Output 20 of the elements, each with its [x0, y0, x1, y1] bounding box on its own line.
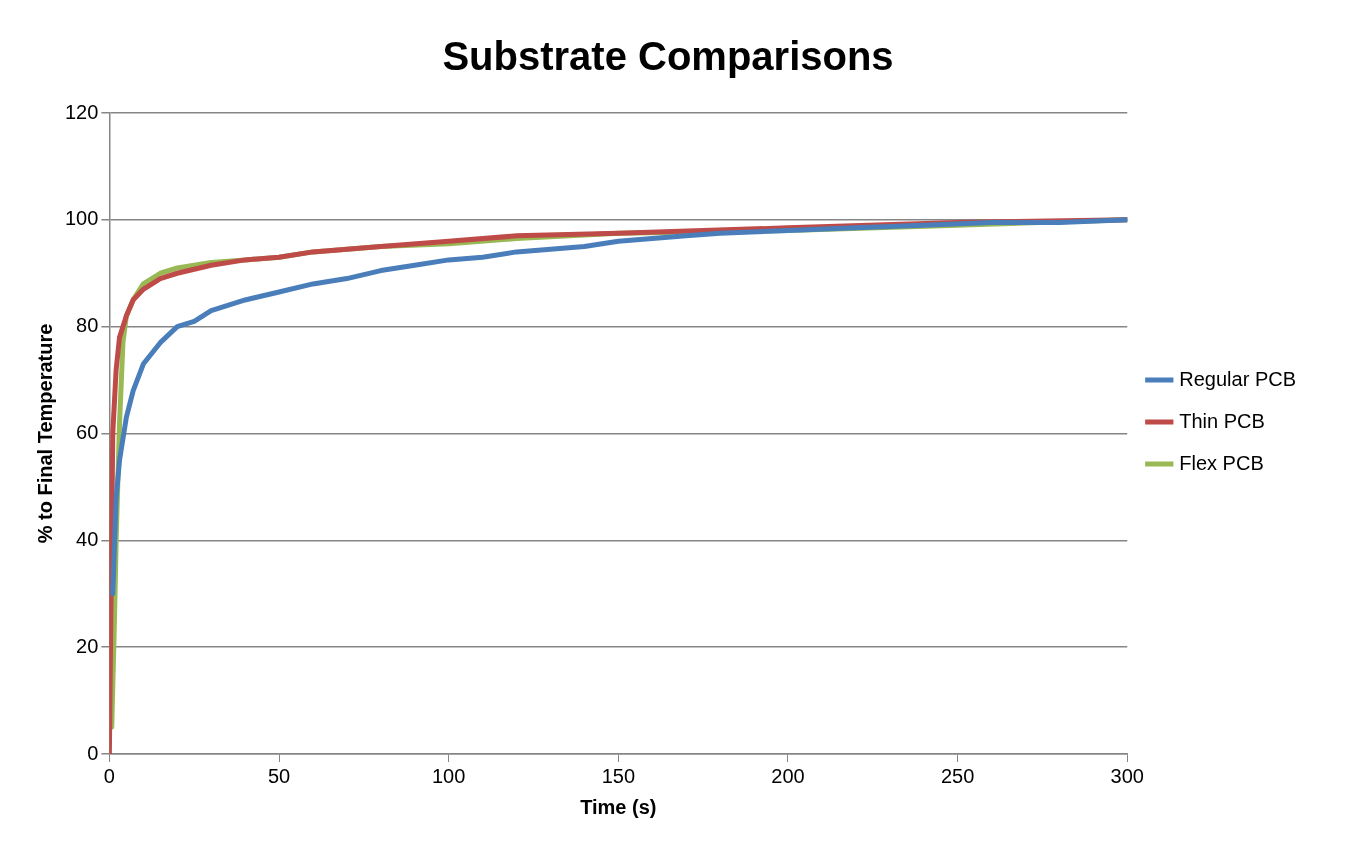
- y-axis-title: % to Final Temperature: [33, 323, 56, 544]
- y-tick-label: 100: [64, 207, 99, 230]
- x-tick-label: 200: [771, 764, 805, 787]
- y-tick-label: 20: [76, 634, 99, 657]
- legend-label: Regular PCB: [1179, 367, 1296, 390]
- x-axis-title: Time (s): [580, 795, 657, 818]
- y-tick-label: 40: [76, 527, 99, 550]
- y-tick-label: 120: [64, 100, 99, 123]
- x-tick-label: 250: [940, 764, 975, 787]
- x-tick-label: 100: [431, 764, 466, 787]
- x-tick-label: 50: [267, 764, 291, 787]
- legend-label: Flex PCB: [1179, 451, 1264, 474]
- y-tick-label: 80: [76, 314, 99, 337]
- legend-label: Thin PCB: [1179, 409, 1265, 432]
- y-tick-label: 60: [76, 421, 99, 444]
- x-tick-label: 300: [1110, 764, 1144, 787]
- x-tick-label: 150: [601, 764, 636, 787]
- y-tick-label: 0: [87, 741, 99, 764]
- x-tick-label: 0: [103, 764, 115, 787]
- chart-title: Substrate Comparisons: [442, 34, 894, 79]
